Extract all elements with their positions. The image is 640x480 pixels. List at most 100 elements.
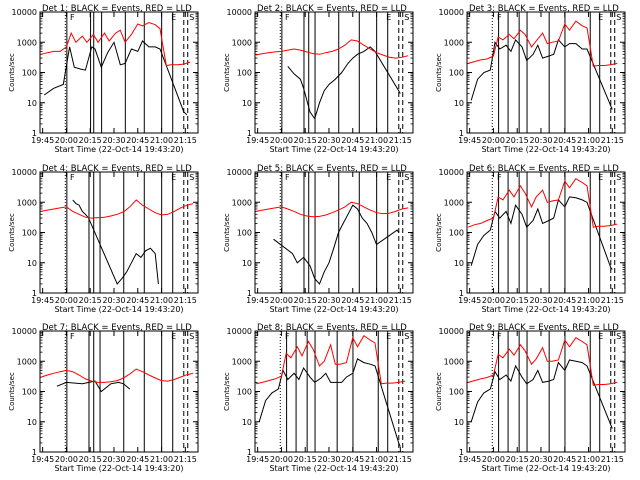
x-tick-label: 20:15	[294, 136, 317, 145]
series-events-line	[72, 199, 159, 285]
x-tick-label: 21:15	[389, 136, 412, 145]
series-events-line	[56, 380, 131, 393]
marker-label-f: F	[497, 13, 502, 22]
x-tick-label: 20:30	[529, 296, 552, 305]
y-tick-label: 10000	[12, 168, 37, 177]
x-tick-label: 20:45	[553, 296, 576, 305]
marker-label-s: S	[189, 13, 194, 22]
y-tick-label: 100	[22, 69, 37, 78]
x-tick-label: 19:45	[31, 296, 54, 305]
x-tick-label: 20:00	[482, 296, 505, 305]
x-tick-label: 20:00	[482, 455, 505, 464]
x-tick-label: 20:45	[553, 136, 576, 145]
marker-label-s: S	[616, 13, 621, 22]
y-tick-label: 100	[449, 69, 464, 78]
plot-title: Det 7: BLACK = Events, RED = LLD	[42, 323, 192, 333]
y-tick-label: 1	[247, 448, 252, 457]
marker-label-s: S	[189, 173, 194, 182]
x-tick-label: 20:30	[102, 136, 125, 145]
y-tick-label: 1	[32, 448, 37, 457]
x-tick-label: 20:30	[317, 296, 340, 305]
marker-label-e: E	[386, 13, 391, 22]
x-tick-label: 19:45	[31, 136, 54, 145]
series-lld-line	[40, 21, 191, 67]
x-tick-label: 20:15	[294, 296, 317, 305]
series-events-line	[273, 204, 400, 285]
x-tick-label: 21:00	[150, 296, 173, 305]
x-axis-label: Start Time (22-Oct-14 19:43:20)	[481, 145, 610, 154]
marker-label-e: E	[386, 332, 391, 341]
y-tick-label: 10000	[439, 8, 464, 17]
y-tick-label: 10	[27, 259, 37, 268]
y-tick-label: 100	[22, 388, 37, 397]
y-tick-label: 10	[242, 418, 252, 427]
marker-label-e: E	[171, 332, 176, 341]
x-tick-label: 21:15	[174, 136, 197, 145]
marker-label-f: F	[70, 173, 75, 182]
x-tick-label: 20:00	[482, 136, 505, 145]
x-tick-label: 20:15	[506, 136, 529, 145]
x-tick-label: 21:15	[389, 296, 412, 305]
x-tick-label: 20:45	[341, 296, 364, 305]
y-tick-label: 10000	[12, 327, 37, 336]
x-tick-label: 20:45	[341, 136, 364, 145]
x-tick-label: 20:00	[270, 136, 293, 145]
y-tick-label: 1000	[232, 38, 252, 47]
x-tick-label: 20:30	[317, 136, 340, 145]
y-axis-label: Counts/sec	[435, 372, 443, 411]
series-events-line	[470, 38, 613, 110]
marker-label-f: F	[497, 173, 502, 182]
plot-title: Det 8: BLACK = Events, RED = LLD	[257, 323, 407, 333]
y-axis-label: Counts/sec	[223, 372, 231, 411]
x-axis-label: Start Time (22-Oct-14 19:43:20)	[269, 145, 398, 154]
x-tick-label: 20:30	[102, 296, 125, 305]
x-tick-label: 20:00	[55, 455, 78, 464]
y-tick-label: 1000	[17, 38, 37, 47]
y-tick-label: 1000	[232, 198, 252, 207]
y-tick-label: 100	[237, 229, 252, 238]
marker-label-f: F	[285, 13, 290, 22]
plot-title: Det 3: BLACK = Events, RED = LLD	[469, 4, 619, 14]
x-tick-label: 21:00	[365, 296, 388, 305]
y-tick-label: 1	[459, 289, 464, 298]
plot-frame	[254, 171, 414, 294]
y-tick-label: 1	[459, 129, 464, 138]
marker-label-s: S	[404, 173, 409, 182]
x-tick-label: 20:30	[102, 455, 125, 464]
plot-title: Det 5: BLACK = Events, RED = LLD	[257, 164, 407, 174]
x-tick-label: 20:00	[270, 296, 293, 305]
y-tick-label: 10	[454, 418, 464, 427]
x-tick-label: 21:15	[389, 455, 412, 464]
y-tick-label: 10000	[12, 8, 37, 17]
plot-frame	[39, 171, 199, 294]
y-tick-label: 1000	[17, 357, 37, 366]
plot-frame	[39, 11, 199, 134]
plot-frame	[254, 330, 414, 453]
plot-title: Det 6: BLACK = Events, RED = LLD	[469, 164, 619, 174]
series-lld-line	[255, 39, 409, 59]
x-tick-label: 21:15	[601, 136, 624, 145]
y-tick-label: 100	[22, 229, 37, 238]
x-tick-label: 21:15	[601, 455, 624, 464]
x-axis-label: Start Time (22-Oct-14 19:43:20)	[481, 305, 610, 314]
x-tick-label: 21:00	[577, 296, 600, 305]
y-axis-label: Counts/sec	[435, 213, 443, 252]
x-tick-label: 19:45	[246, 296, 269, 305]
x-tick-label: 19:45	[246, 136, 269, 145]
y-axis-label: Counts/sec	[8, 372, 16, 411]
y-tick-label: 100	[237, 388, 252, 397]
plot-frame	[466, 11, 626, 134]
plot-frame	[254, 11, 414, 134]
x-tick-label: 20:15	[294, 455, 317, 464]
marker-label-f: F	[497, 332, 502, 341]
x-tick-label: 20:00	[270, 455, 293, 464]
marker-label-s: S	[616, 332, 621, 341]
x-axis-label: Start Time (22-Oct-14 19:43:20)	[54, 145, 183, 154]
plot-frame	[466, 171, 626, 294]
y-tick-label: 10	[242, 99, 252, 108]
